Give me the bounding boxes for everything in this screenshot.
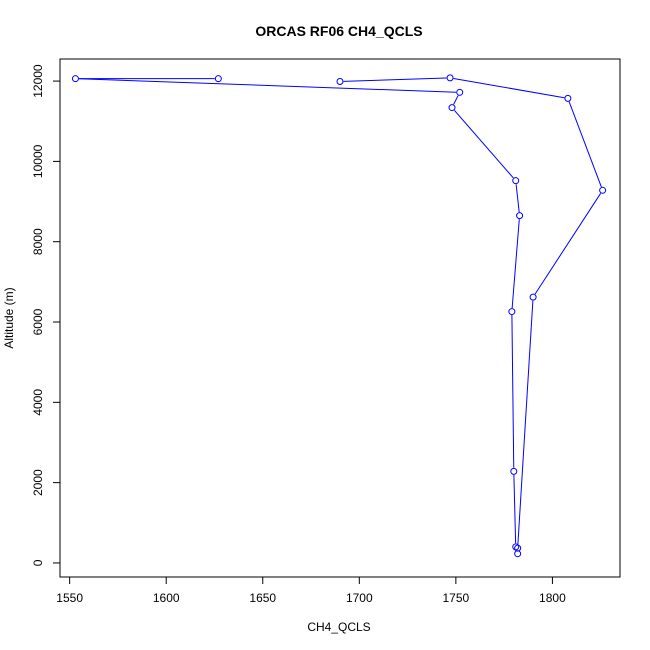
x-tick-label: 1550 <box>56 591 83 605</box>
x-tick-label: 1700 <box>346 591 373 605</box>
y-axis-label: Altitude (m) <box>2 287 16 348</box>
data-point <box>529 293 537 301</box>
x-axis-label: CH4_QCLS <box>307 620 370 634</box>
series-line-segment <box>453 77 565 99</box>
series-line-segment <box>534 193 602 295</box>
data-point <box>336 77 344 85</box>
x-tick-label: 1800 <box>539 591 566 605</box>
series-layer <box>71 74 607 558</box>
data-point <box>599 186 607 194</box>
data-point <box>456 88 464 96</box>
data-point <box>512 543 520 551</box>
series-line-segment <box>79 78 457 93</box>
y-axis: 0 2000 4000 6000 8000 10000 12000 <box>31 64 61 566</box>
x-tick-label: 1650 <box>249 591 276 605</box>
x-tick-label: 1600 <box>153 591 180 605</box>
data-point <box>510 467 518 475</box>
series-line-segment <box>515 184 520 213</box>
y-tick-label: 0 <box>31 559 45 566</box>
data-point <box>446 74 454 82</box>
x-axis: 1550 1600 1650 1700 1750 1800 <box>56 576 566 605</box>
data-point <box>214 75 222 83</box>
y-tick-label: 12000 <box>31 64 45 98</box>
series-line-segment <box>513 474 517 544</box>
plot-frame <box>59 58 621 578</box>
y-tick-label: 6000 <box>31 308 45 335</box>
x-tick-label: 1750 <box>443 591 470 605</box>
data-point <box>71 75 79 83</box>
data-point <box>516 212 524 220</box>
series-line-segment <box>517 300 534 545</box>
series-line-segment <box>511 315 515 468</box>
series-line-segment <box>568 101 602 188</box>
series-line-segment <box>453 109 514 179</box>
y-tick-label: 10000 <box>31 144 45 178</box>
y-tick-label: 2000 <box>31 469 45 496</box>
data-point <box>514 550 522 558</box>
series-line-segment <box>511 219 520 309</box>
chart-title: ORCAS RF06 CH4_QCLS <box>255 23 422 39</box>
data-point <box>448 104 456 112</box>
data-point <box>508 308 516 316</box>
y-tick-label: 8000 <box>31 228 45 255</box>
series-line-segment <box>453 95 459 105</box>
y-tick-label: 4000 <box>31 389 45 416</box>
series-line-segment <box>343 77 447 82</box>
data-point <box>564 94 572 102</box>
data-point <box>514 544 522 552</box>
data-point <box>512 177 520 185</box>
